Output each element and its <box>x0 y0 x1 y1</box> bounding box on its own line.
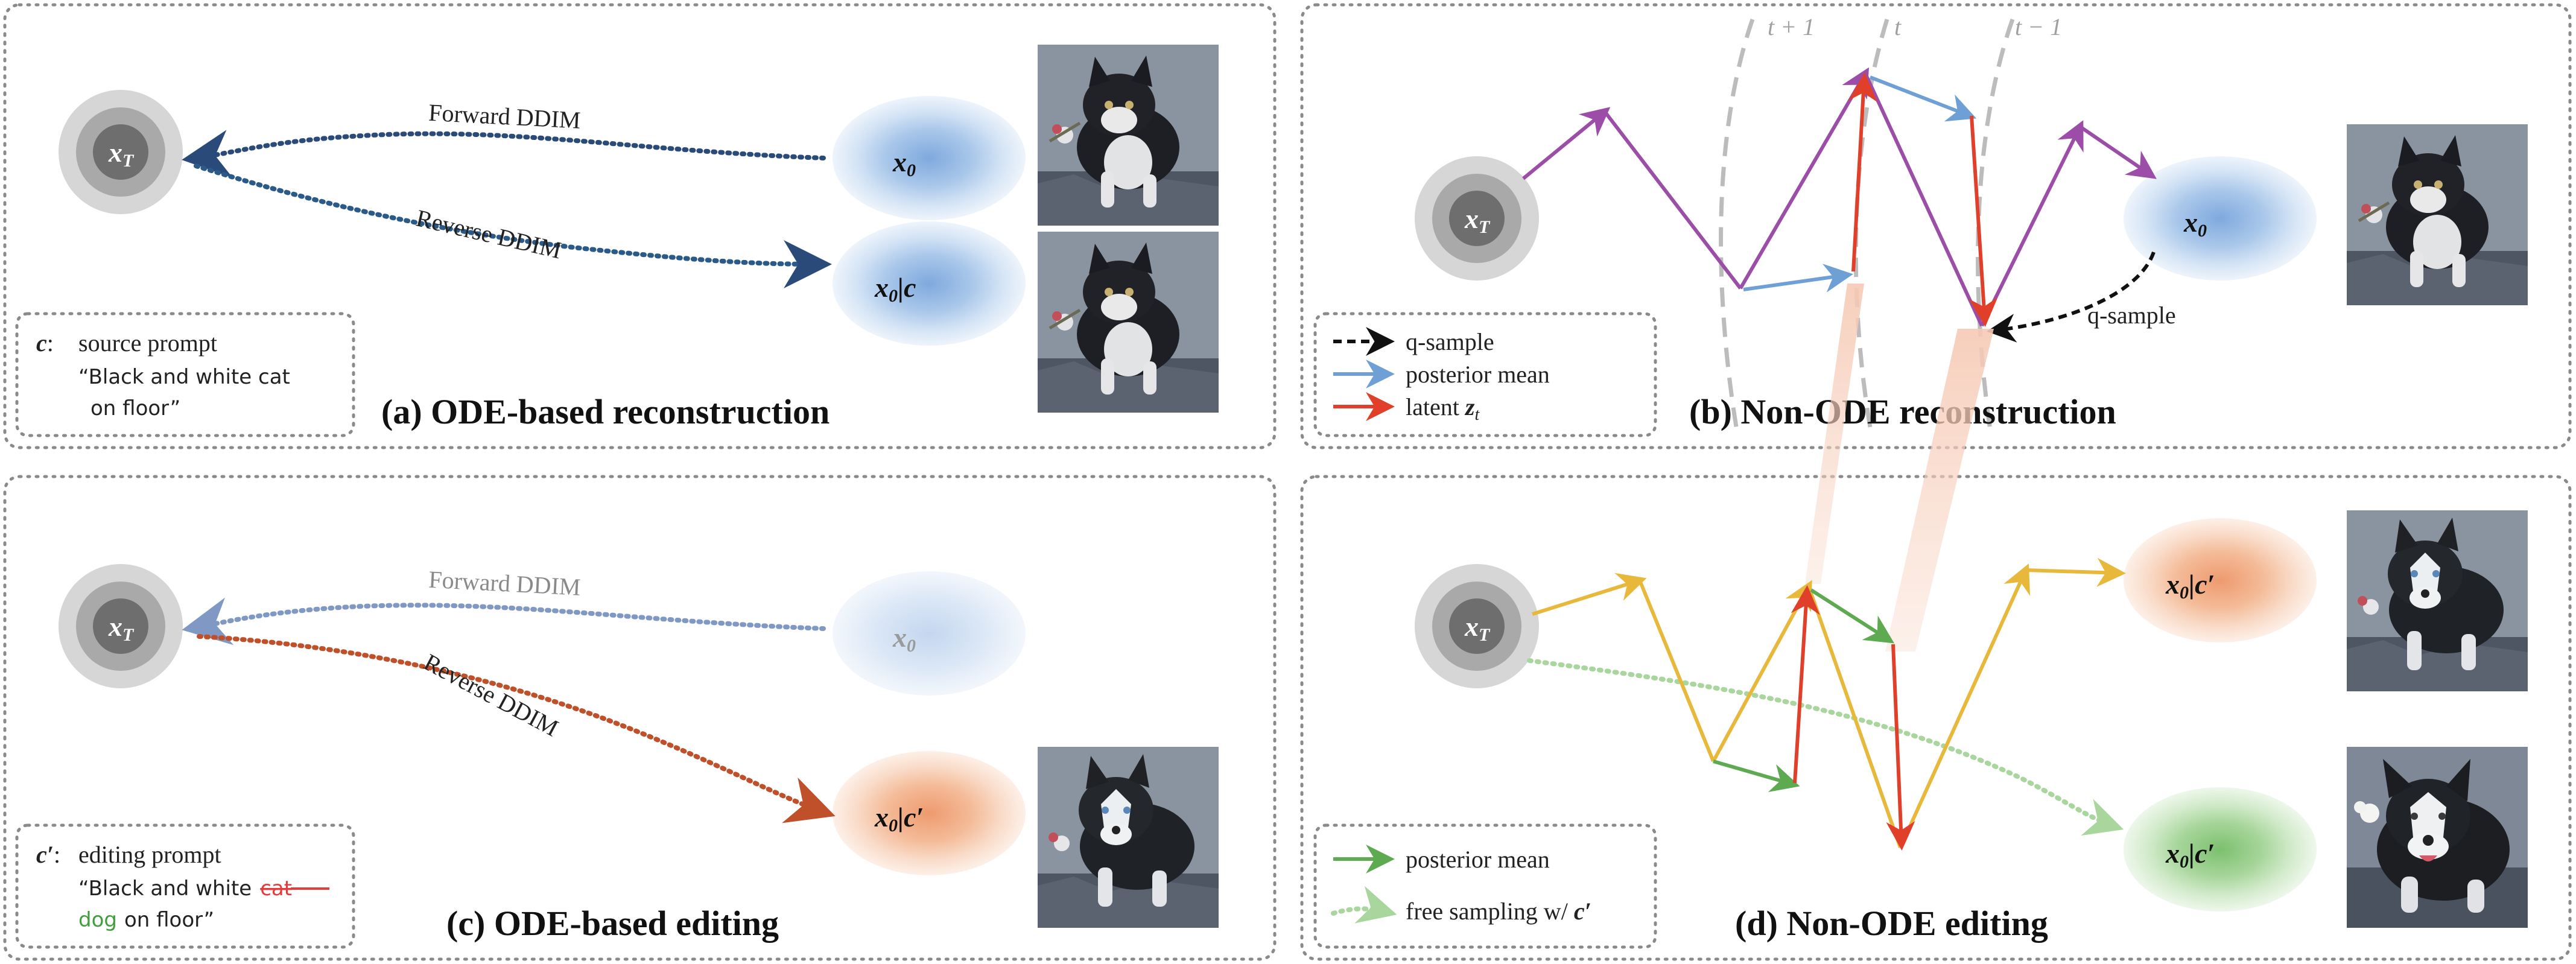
x0c-prime-label: x0|c′ <box>2165 838 2215 872</box>
timestep-t: t <box>1894 13 1902 40</box>
purple-trajectory <box>1603 110 1742 290</box>
x0c-label: x0|c <box>874 272 916 306</box>
x0-label: x0 <box>892 622 916 656</box>
x0-node: x0 <box>2124 156 2317 281</box>
forward-ddim-label-faint: Forward DDIM <box>428 566 581 601</box>
latent-arrow <box>1848 72 1877 272</box>
legend-free-sampling-label: free sampling w/ c′ <box>1406 898 1591 925</box>
forward-ddim-arrow <box>182 130 826 178</box>
xt-node: xT <box>1415 564 1539 688</box>
prompt-a-line1: “Black and white cat <box>78 365 290 389</box>
xt-node: xT <box>59 564 183 688</box>
q-sample-label: q-sample <box>2087 302 2176 329</box>
prompt-a-label: source prompt <box>78 329 217 357</box>
posterior-mean-arrow <box>1869 75 1977 122</box>
purple-trajectory <box>1522 107 1611 180</box>
yellow-trajectory <box>1899 563 2031 849</box>
posterior-mean-arrow <box>1743 264 1853 293</box>
free-sampling-arrow <box>1527 658 2124 836</box>
legend-posterior-mean-label: posterior mean <box>1406 846 1550 873</box>
xt-node: xT <box>59 90 183 214</box>
x0-given-c-node: x0|c <box>833 221 1026 346</box>
correspondence-beam <box>1885 329 1994 652</box>
latent-arrow <box>1791 585 1820 784</box>
x0c-prime-label: x0|c′ <box>2165 569 2215 603</box>
yellow-trajectory <box>1638 579 1715 763</box>
prompt-box-c <box>15 823 355 949</box>
purple-trajectory <box>2079 125 2157 179</box>
yellow-trajectory <box>1807 586 1902 848</box>
posterior-mean-arrow-green <box>1810 588 1895 644</box>
x0-node: x0 <box>833 96 1026 220</box>
legend-b <box>1313 312 1657 437</box>
prompt-a-line2: on floor” <box>90 396 180 420</box>
yellow-trajectory <box>1532 572 1647 616</box>
timestep-arc-t-plus-1 <box>1719 18 1755 435</box>
x0-label: x0 <box>2183 207 2207 241</box>
prompt-c-symbol: c′: <box>36 841 60 868</box>
forward-ddim-arrow-faint <box>182 597 826 645</box>
prompt-a-symbol: c: <box>36 329 54 357</box>
panel-b-border <box>1300 3 2572 449</box>
timestep-t-plus-1: t + 1 <box>1768 13 1815 40</box>
purple-trajectory <box>1739 67 1870 290</box>
cat-photo-icon <box>1038 45 1219 226</box>
panel-d-title: (d) Non-ODE editing <box>1735 904 2048 943</box>
correspondence-beam <box>1805 284 1864 584</box>
prompt-c-line2: dog on floor” <box>78 908 214 932</box>
panel-b-title: (b) Non-ODE reconstruction <box>1689 392 2116 431</box>
forward-ddim-label: Forward DDIM <box>428 99 581 134</box>
dog-photo-icon <box>2347 510 2528 691</box>
x0-given-c-prime-green-node: x0|c′ <box>2124 787 2317 912</box>
cat-photo-icon <box>1038 232 1219 413</box>
x0-node-faint: x0 <box>833 571 1026 696</box>
panel-c: xT x0 x0|c′ Forward DDIM Reverse DDIM c′… <box>15 564 1219 949</box>
purple-trajectory <box>1980 120 2084 327</box>
x0-given-c-prime-node: x0|c′ <box>2124 518 2317 642</box>
prompt-box-a <box>15 312 355 437</box>
panel-d: xT x0|c′ x0|c′ posterior mean <box>1313 510 2528 949</box>
latent-arrow <box>1886 644 1915 851</box>
panel-c-title: (c) ODE-based editing <box>446 904 779 943</box>
xt-label: xT <box>108 137 135 171</box>
reverse-ddim-arrow <box>194 163 832 288</box>
legend-d <box>1313 823 1657 949</box>
dog-photo-icon <box>2347 747 2528 928</box>
legend-latent-label: latent zt <box>1406 393 1480 424</box>
cat-photo-icon <box>2347 124 2528 305</box>
xt-label: xT <box>108 611 135 645</box>
legend-free-sampling-swatch <box>1331 886 1397 924</box>
dog-photo-icon <box>1038 747 1219 928</box>
xt-node: xT <box>1415 156 1539 281</box>
reverse-ddim-arrow-edit <box>197 634 836 823</box>
prompt-c-line1: “Black and white cat <box>78 877 292 901</box>
xt-label: xT <box>1464 611 1491 645</box>
xt-label: xT <box>1464 203 1491 237</box>
x0c-prime-label: x0|c′ <box>874 802 924 836</box>
panel-a-title: (a) ODE-based reconstruction <box>381 392 830 431</box>
panel-a: xT x0 x0|c Forward DDIM Reverse DDIM c: … <box>15 45 1219 437</box>
reverse-ddim-label: Reverse DDIM <box>414 204 564 264</box>
legend-q-sample-label: q-sample <box>1406 328 1494 355</box>
purple-trajectory <box>1864 72 1984 327</box>
panel-b: t + 1 t t − 1 xT x0 q-sample <box>1313 13 2528 437</box>
q-sample-arrow <box>1987 252 2156 343</box>
timestep-t-minus-1: t − 1 <box>2015 13 2062 40</box>
posterior-mean-arrow-green <box>1713 759 1800 793</box>
legend-posterior-mean-label: posterior mean <box>1406 361 1550 388</box>
panel-a-border <box>3 3 1277 449</box>
yellow-trajectory <box>2025 557 2126 587</box>
latent-arrow <box>1968 115 1998 327</box>
prompt-c-label: editing prompt <box>78 841 221 868</box>
x0-given-c-prime-node: x0|c′ <box>833 751 1026 875</box>
x0-label: x0 <box>892 147 916 180</box>
yellow-trajectory <box>1712 580 1812 763</box>
